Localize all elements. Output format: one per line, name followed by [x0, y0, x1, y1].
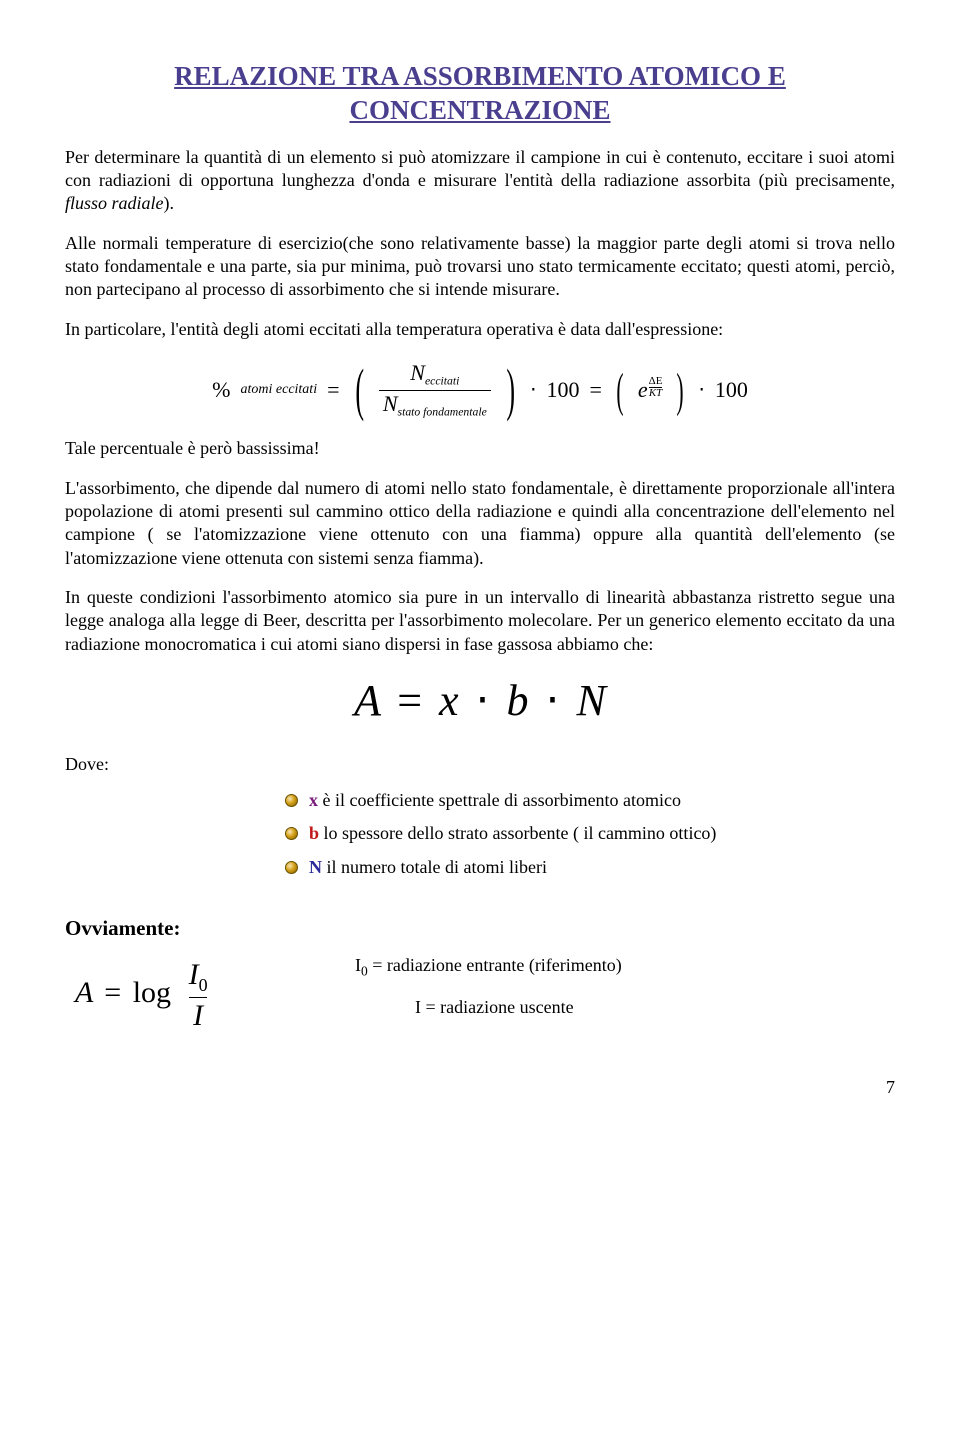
x-symbol: x: [309, 790, 318, 810]
formula-beer-law: A = x ⋅ b ⋅ N: [65, 672, 895, 729]
p1-italic: flusso radiale: [65, 193, 164, 213]
rparen2: ): [677, 369, 684, 412]
paragraph-3: In particolare, l'entità degli atomi ecc…: [65, 318, 895, 341]
flog-eq: =: [100, 976, 125, 1009]
formula-percent-excited: % atomi eccitati = ( Neccitati Nstato fo…: [65, 361, 895, 419]
i0-sub: 0: [361, 964, 368, 979]
flog-I0: I: [189, 958, 199, 991]
big-N: N: [577, 676, 606, 725]
f1-dot1: ⋅: [530, 377, 536, 403]
paragraph-5: L'assorbimento, che dipende dal numero d…: [65, 477, 895, 571]
definition-list: x è il coefficiente spettrale di assorbi…: [285, 789, 895, 879]
f1-exp: ΔE KT: [649, 376, 663, 399]
flog-A: A: [75, 976, 93, 1009]
p1-text: Per determinare la quantità di un elemen…: [65, 147, 895, 190]
f1-e: e: [638, 376, 648, 405]
lparen1: (: [355, 364, 364, 416]
bullet-x: x è il coefficiente spettrale di assorbi…: [285, 789, 895, 812]
big-b: b: [507, 676, 529, 725]
rparen1: ): [506, 364, 515, 416]
f1-eq2: =: [590, 376, 602, 405]
N-symbol: N: [309, 857, 322, 877]
N-desc: il numero totale di atomi liberi: [322, 857, 547, 877]
big-dot1: ⋅: [470, 676, 496, 725]
i-def: I = radiazione uscente: [355, 996, 895, 1019]
paragraph-6: In queste condizioni l'assorbimento atom…: [65, 586, 895, 656]
f1-percent: %: [212, 376, 230, 405]
b-symbol: b: [309, 823, 319, 843]
bullet-b: b lo spessore dello strato assorbente ( …: [285, 822, 895, 845]
big-A: A: [354, 676, 380, 725]
flog-log: log: [133, 976, 171, 1009]
big-eq: =: [391, 676, 428, 725]
lparen2: (: [616, 369, 623, 412]
flog-zero: 0: [199, 975, 208, 995]
f1-statofond: stato fondamentale: [398, 405, 487, 418]
big-dot2: ⋅: [540, 676, 566, 725]
f1-fraction: Neccitati Nstato fondamentale: [379, 361, 491, 419]
p1-end: ).: [164, 193, 175, 213]
b-desc: lo spessore dello strato assorbente ( il…: [319, 823, 716, 843]
f1-dot2: ⋅: [698, 377, 704, 403]
i0-text: = radiazione entrante (riferimento): [368, 955, 622, 975]
paragraph-4: Tale percentuale è però bassissima!: [65, 437, 895, 460]
x-desc: è il coefficiente spettrale di assorbime…: [318, 790, 681, 810]
big-x: x: [439, 676, 459, 725]
paragraph-2: Alle normali temperature di esercizio(ch…: [65, 232, 895, 302]
i0-def: I0 = radiazione entrante (riferimento): [355, 954, 895, 980]
formula-log: A = log I0 I: [65, 958, 355, 1032]
f1-KT: KT: [649, 387, 662, 399]
f1-N-top: N: [410, 360, 425, 385]
f1-N-bot: N: [383, 391, 398, 416]
page-number: 7: [65, 1076, 895, 1099]
main-title: RELAZIONE TRA ASSORBIMENTO ATOMICO E CON…: [65, 60, 895, 128]
ovviamente-label: Ovviamente:: [65, 915, 895, 942]
flog-I: I: [189, 997, 207, 1032]
paragraph-1: Per determinare la quantità di un elemen…: [65, 146, 895, 216]
f1-eccitati: eccitati: [425, 375, 459, 388]
dove-label: Dove:: [65, 753, 895, 776]
bullet-N: N il numero totale di atomi liberi: [285, 856, 895, 879]
flog-frac: I0 I: [185, 958, 212, 1032]
f1-sub: atomi eccitati: [241, 381, 318, 399]
legend-right: I0 = radiazione entrante (riferimento) I…: [355, 954, 895, 1036]
f1-100a: 100: [547, 376, 580, 405]
f1-100b: 100: [715, 376, 748, 405]
f1-eq1: =: [327, 376, 339, 405]
f1-dE: ΔE: [649, 376, 663, 387]
bottom-formula-row: A = log I0 I I0 = radiazione entrante (r…: [65, 954, 895, 1036]
